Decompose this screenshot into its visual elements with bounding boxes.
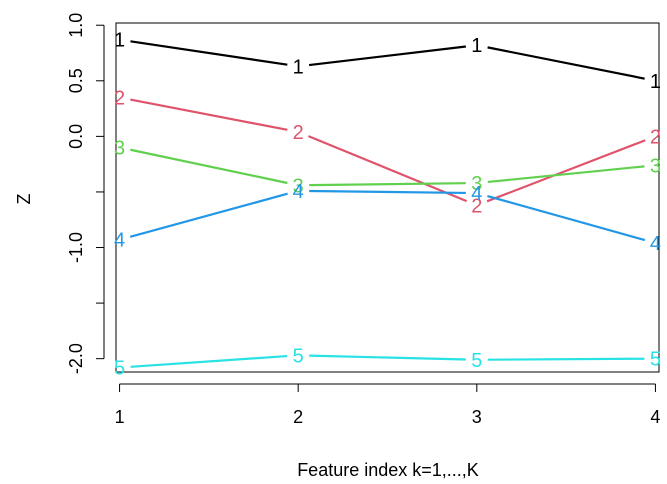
series-2-segment [130,98,288,131]
plot-frame [115,22,660,373]
series-1-segment [130,40,288,66]
series-4-segment [129,192,288,238]
y-axis: 1.0 0.5 0.0 -1.0 -2.0 [66,13,105,374]
series-1-segment [308,45,467,67]
series-2-point-label: 2 [650,126,661,148]
y-tick-label: 0.5 [66,68,86,93]
series-5-segment [487,357,645,361]
series-3-segment [309,182,466,187]
series-5-point-label: 5 [293,345,304,367]
series-2-segment [307,135,468,203]
series-4-point-label: 4 [293,181,304,203]
series-5-point-label: 5 [114,358,125,380]
x-axis-title: Feature index k=1,...,K [297,460,479,480]
series-5-point-label: 5 [650,349,661,371]
series-2-point-label: 2 [471,195,482,217]
y-tick-label: -2.0 [66,343,86,374]
series-lines [129,40,646,368]
series-3-point-label: 3 [471,173,482,195]
y-tick-label: 1.0 [66,13,86,38]
x-tick-label: 2 [293,407,303,427]
series-4-point-label: 4 [471,183,482,205]
series-2-segment [486,139,646,203]
series-1-point-label: 1 [650,71,661,93]
series-4-segment [487,194,646,242]
y-tick-label: -1.0 [66,232,86,263]
x-tick-label: 3 [472,407,482,427]
y-tick-label: 0.0 [66,124,86,149]
series-5-point-label: 5 [471,350,482,372]
y-axis-title: Z [14,194,34,205]
series-3-point-label: 3 [114,137,125,159]
x-tick-label: 4 [650,407,660,427]
series-3-point-label: 3 [650,155,661,177]
series-3-segment [487,165,645,184]
series-5-segment [130,354,288,368]
series-2-point-label: 2 [114,87,125,109]
series-1-point-label: 1 [471,35,482,57]
series-3-point-label: 3 [293,175,304,197]
series-1-point-label: 1 [114,30,125,52]
series-2-point-label: 2 [293,122,304,144]
x-tick-label: 1 [115,407,125,427]
series-3-segment [130,148,288,185]
series-4-point-label: 4 [650,233,661,255]
series-1-point-label: 1 [293,56,304,78]
series-4-point-label: 4 [114,230,125,252]
x-axis: 1 2 3 4 [115,383,660,427]
series-4-segment [309,189,466,195]
series-5-segment [309,354,466,361]
series-1-segment [487,46,645,80]
